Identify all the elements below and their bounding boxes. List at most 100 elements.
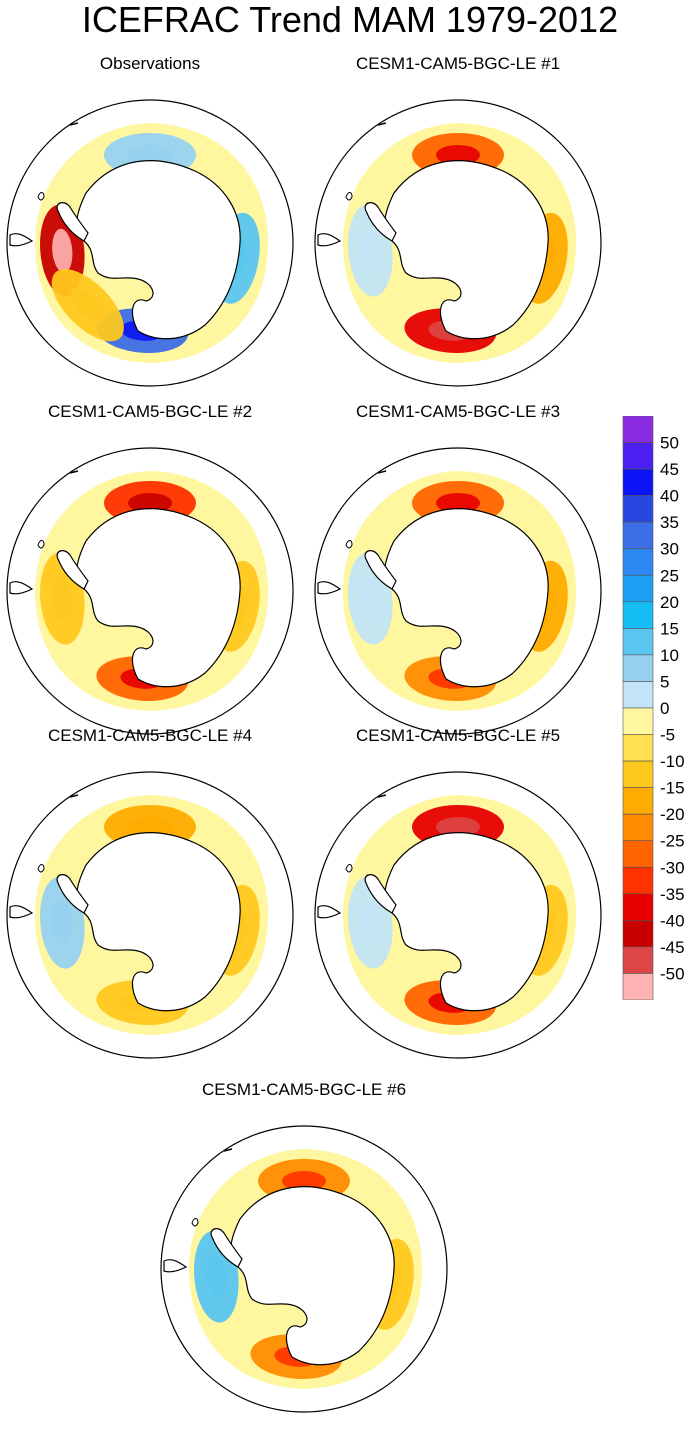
south-georgia	[69, 794, 79, 798]
colorbar-box	[622, 681, 654, 709]
peninsula-outline	[364, 550, 397, 590]
map-panel: CESM1-CAM5-BGC-LE #2	[4, 402, 296, 742]
antarctica-outline	[384, 508, 549, 688]
panel-title: Observations	[99, 54, 201, 73]
colorbar-box	[622, 973, 654, 1000]
map-boundary	[160, 1125, 448, 1413]
south-america-tip	[317, 233, 342, 247]
trend-core	[70, 288, 105, 323]
polar-map	[314, 447, 602, 735]
trend-core	[128, 493, 172, 513]
antarctica-outline	[384, 160, 549, 340]
colorbar: 50454035302520151050-5-10-15-20-25-30-35…	[622, 416, 685, 1000]
falkland-islands	[37, 864, 45, 873]
south-america-tip	[9, 233, 34, 247]
antarctica-outline	[76, 160, 241, 340]
map-panel: CESM1-CAM5-BGC-LE #4	[4, 726, 296, 1066]
trend-core	[128, 145, 172, 165]
colorbar-tick-label: 50	[660, 434, 679, 453]
colorbar-tick-label: -20	[660, 805, 685, 824]
south-america-tip	[317, 905, 342, 919]
colorbar-tick-label: 15	[660, 619, 679, 638]
colorbar-tick-label: 25	[660, 566, 679, 585]
colorbar-box	[622, 866, 654, 895]
colorbar-tick-label: -45	[660, 938, 685, 957]
falkland-islands	[37, 540, 45, 549]
south-america-tip	[9, 581, 34, 595]
colorbar-tick-label: -25	[660, 832, 685, 851]
south-america-tip	[163, 1259, 188, 1273]
map-panel: CESM1-CAM5-BGC-LE #6	[158, 1080, 450, 1420]
map-boundary	[314, 447, 602, 735]
colorbar-tick-label: -35	[660, 885, 685, 904]
colorbar-box	[622, 442, 654, 470]
trend-core	[206, 1254, 227, 1299]
colorbar-tick-label: 40	[660, 487, 679, 506]
colorbar-box	[622, 787, 654, 815]
south-america-tip	[9, 905, 34, 919]
south-georgia	[377, 122, 387, 126]
trend-core	[128, 817, 172, 837]
south-america-tip	[317, 581, 342, 595]
colorbar-box	[622, 813, 654, 842]
trend-core	[436, 817, 480, 837]
colorbar-tick-label: -40	[660, 911, 685, 930]
trend-core	[52, 576, 73, 621]
polar-map	[6, 771, 294, 1059]
colorbar-box	[622, 468, 654, 496]
colorbar-tick-label: 30	[660, 540, 679, 559]
colorbar-tick-label: -50	[660, 965, 685, 984]
polar-map	[6, 99, 294, 387]
peninsula-outline	[56, 550, 89, 590]
polar-map	[6, 447, 294, 735]
panel-title: CESM1-CAM5-BGC-LE #3	[355, 402, 561, 421]
colorbar-tick-label: -15	[660, 779, 685, 798]
figure-title: ICEFRAC Trend MAM 1979-2012	[81, 0, 619, 40]
falkland-islands	[345, 864, 353, 873]
trend-core	[282, 1171, 326, 1191]
trend-core	[52, 228, 73, 273]
colorbar-tick-label: -10	[660, 752, 685, 771]
colorbar-box	[622, 548, 654, 576]
polar-map	[160, 1125, 448, 1413]
map-panel: Observations	[4, 54, 296, 394]
antarctica-outline	[76, 832, 241, 1012]
antarctica-outline	[230, 1186, 395, 1366]
trend-core	[360, 576, 381, 621]
trend-core	[360, 900, 381, 945]
south-georgia	[69, 470, 79, 474]
falkland-islands	[345, 192, 353, 201]
peninsula-outline	[364, 874, 397, 914]
panel-title: CESM1-CAM5-BGC-LE #1	[355, 54, 561, 73]
polar-map	[314, 99, 602, 387]
polar-map	[314, 771, 602, 1059]
peninsula-outline	[56, 874, 89, 914]
map-panel: CESM1-CAM5-BGC-LE #5	[312, 726, 604, 1066]
panel-title: CESM1-CAM5-BGC-LE #4	[47, 726, 253, 745]
south-georgia	[377, 470, 387, 474]
panel-title: CESM1-CAM5-BGC-LE #2	[47, 402, 253, 421]
colorbar-box	[622, 416, 654, 443]
map-boundary	[314, 771, 602, 1059]
colorbar-box	[622, 575, 654, 603]
trend-core	[360, 228, 381, 273]
map-boundary	[6, 771, 294, 1059]
panel-title: CESM1-CAM5-BGC-LE #6	[201, 1080, 407, 1099]
colorbar-box	[622, 840, 654, 868]
trend-core	[436, 145, 480, 165]
south-georgia	[69, 122, 79, 126]
falkland-islands	[37, 192, 45, 201]
colorbar-tick-label: 5	[660, 673, 669, 692]
colorbar-tick-label: -5	[660, 726, 675, 745]
south-georgia	[223, 1148, 233, 1152]
trend-core	[436, 493, 480, 513]
colorbar-tick-label: 45	[660, 460, 679, 479]
colorbar-box	[622, 920, 654, 948]
colorbar-tick-label: 35	[660, 513, 679, 532]
map-panel: CESM1-CAM5-BGC-LE #3	[312, 402, 604, 742]
peninsula-outline	[364, 202, 397, 242]
falkland-islands	[345, 540, 353, 549]
colorbar-box	[622, 893, 654, 921]
colorbar-box	[622, 628, 654, 656]
map-boundary	[6, 99, 294, 387]
